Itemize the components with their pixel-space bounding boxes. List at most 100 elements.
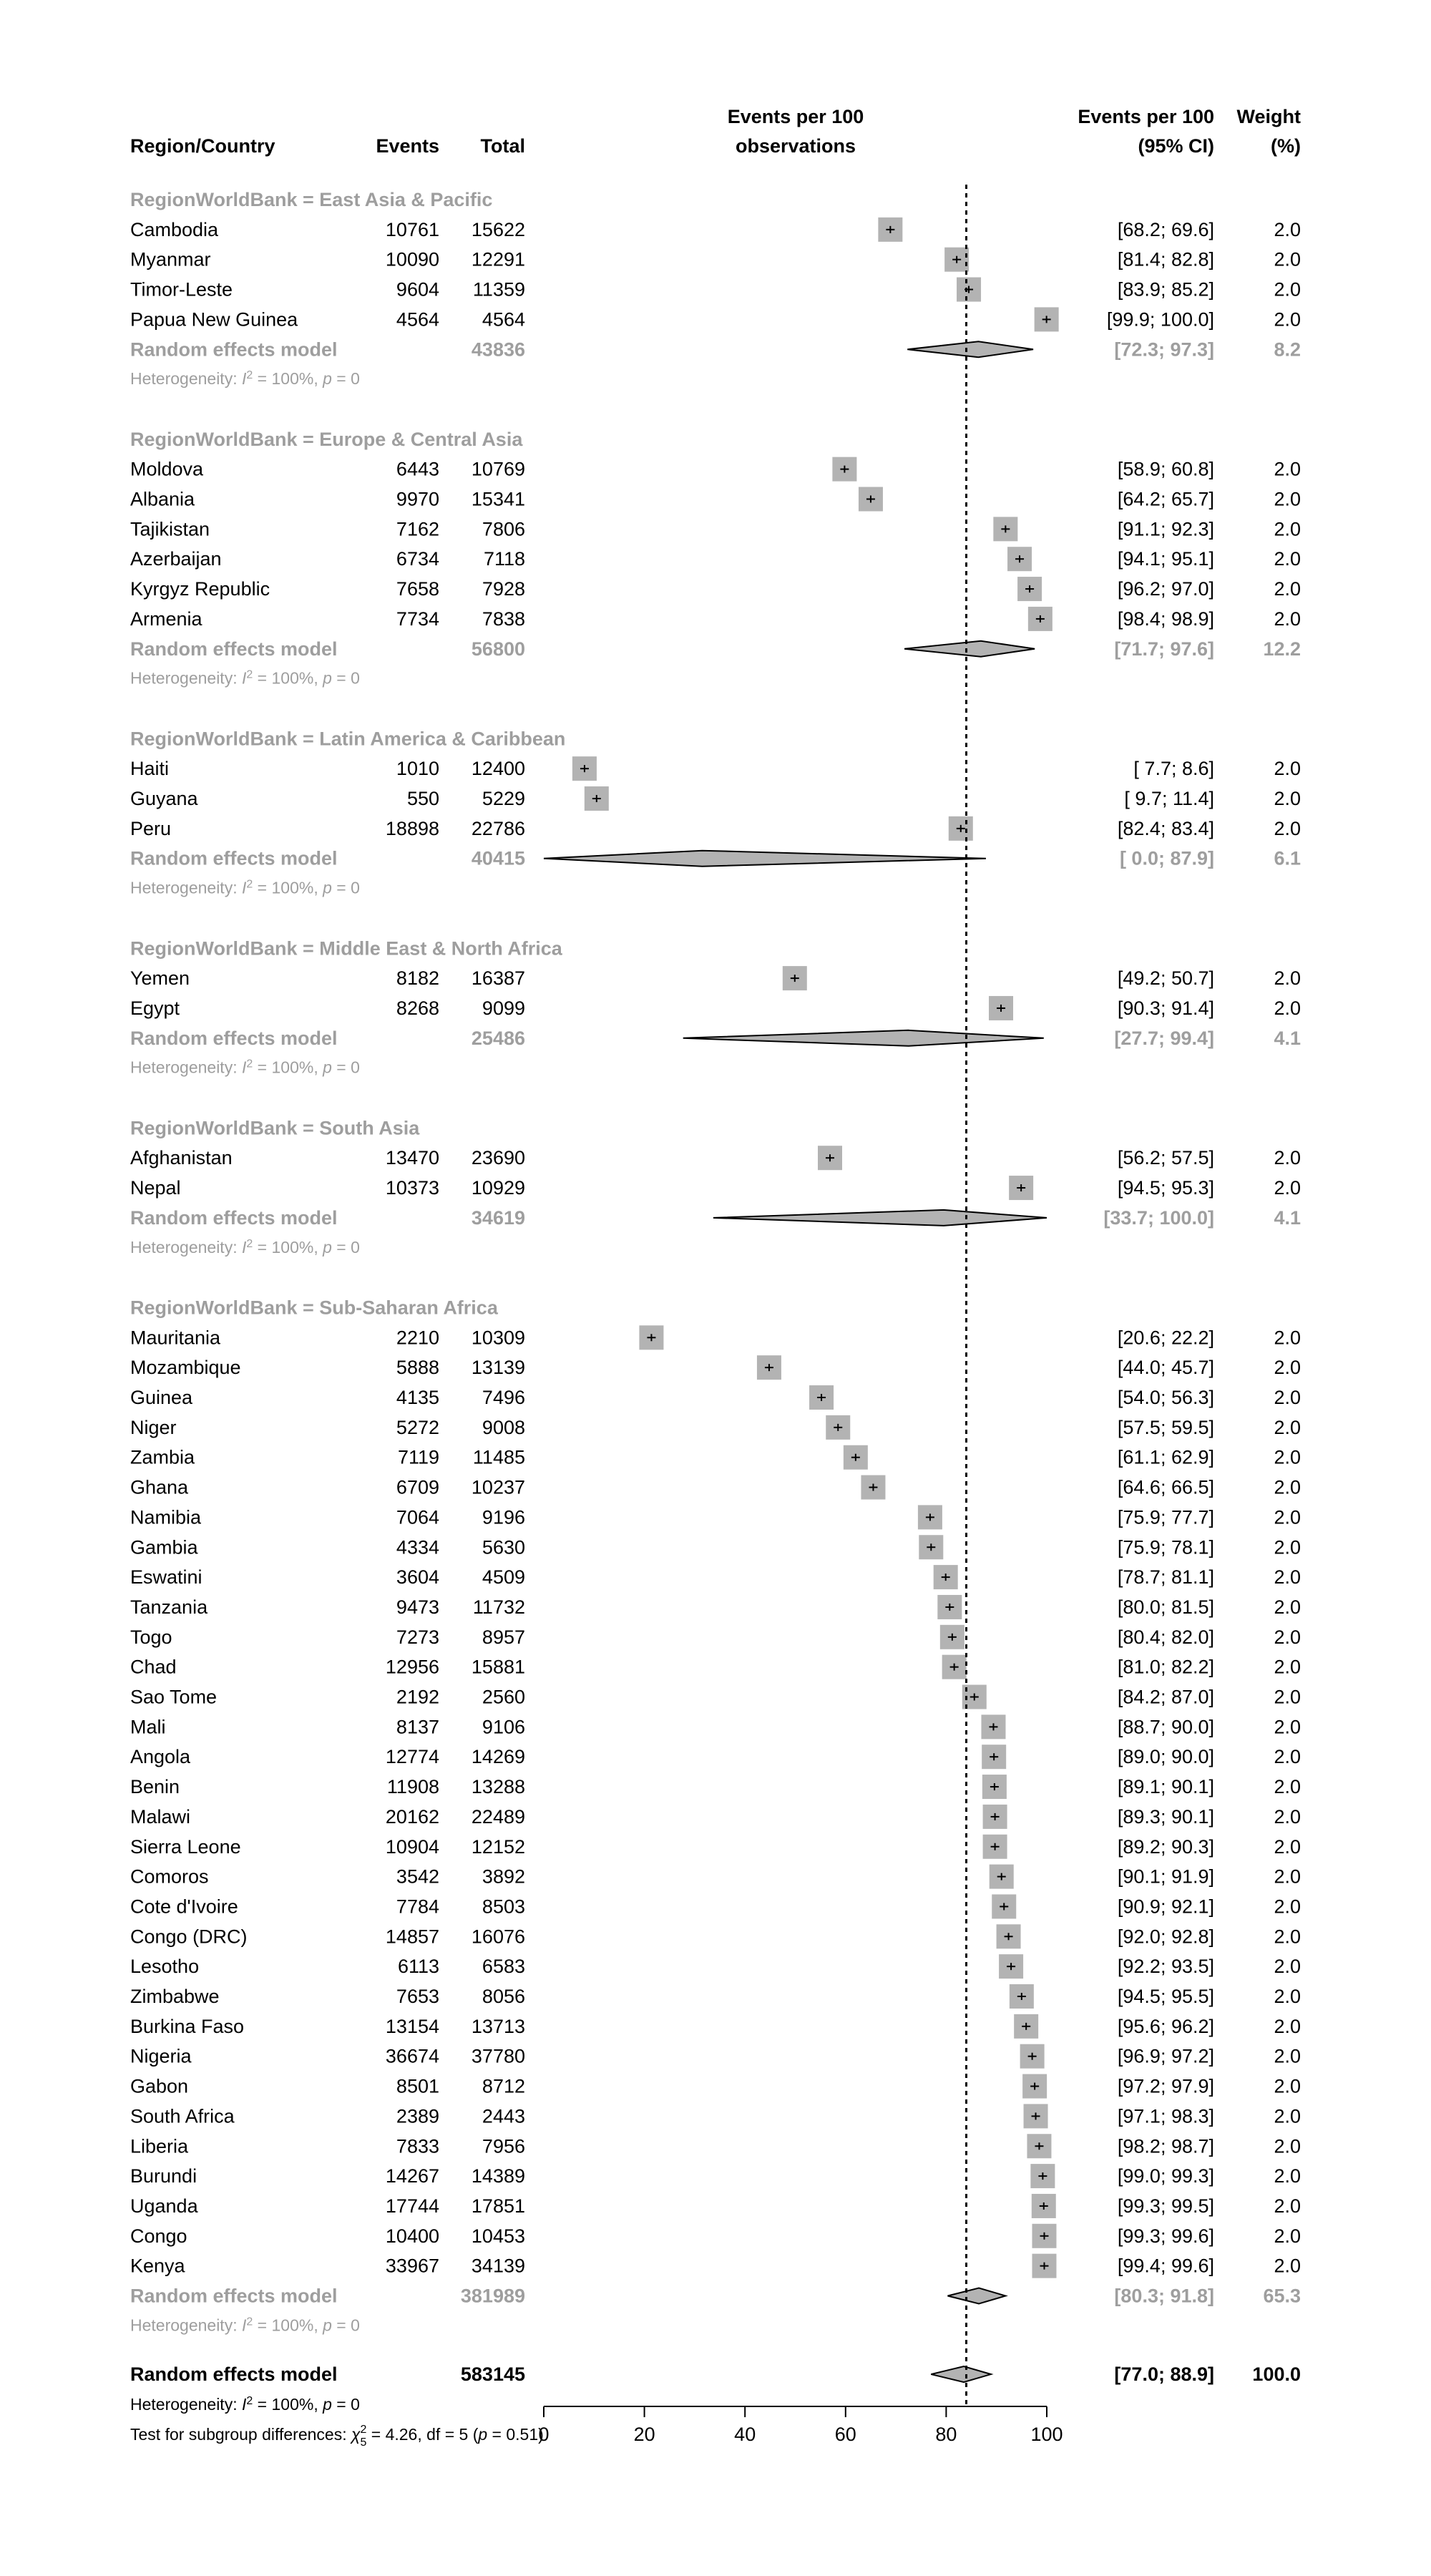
study-name: Tanzania [130,1596,208,1618]
study-weight: 2.0 [1274,1177,1301,1199]
subgroup-model-label: Random effects model [130,1207,338,1229]
study-events: 13154 [386,2016,439,2037]
study-events: 8137 [396,1716,439,1737]
study-ci: [92.0; 92.8] [1118,1926,1214,1947]
study-weight: 2.0 [1274,518,1301,540]
study-name: Mauritania [130,1327,221,1348]
subgroup-diamond [683,1029,1044,1047]
study-name: Mozambique [130,1357,241,1378]
subgroup-model-label: Random effects model [130,1028,338,1049]
study-events: 17744 [386,2195,439,2217]
study-ci: [97.2; 97.9] [1118,2076,1214,2097]
study-name: Gabon [130,2076,188,2097]
study-weight: 2.0 [1274,608,1301,630]
study-total: 9106 [482,1716,525,1737]
study-name: Benin [130,1776,180,1797]
study-weight: 2.0 [1274,459,1301,480]
study-name: Nigeria [130,2046,192,2067]
study-ci: [82.4; 83.4] [1118,818,1214,839]
study-ci: [81.0; 82.2] [1118,1657,1214,1678]
study-events: 7784 [396,1896,439,1917]
study-name: Lesotho [130,1956,199,1977]
study-total: 7118 [484,548,525,570]
text-span: Heterogeneity: [130,1238,242,1257]
study-weight: 2.0 [1274,1447,1301,1468]
text-span: = 0 [332,1058,360,1077]
subgroup-diamond [713,1209,1047,1226]
study-name: Nepal [130,1177,181,1199]
study-total: 13713 [472,2016,525,2037]
study-events: 7653 [396,1986,439,2007]
study-total: 8056 [482,1986,525,2007]
study-events: 7162 [396,518,439,540]
study-total: 8503 [482,1896,525,1917]
study-name: Sao Tome [130,1687,217,1708]
study-weight: 2.0 [1274,818,1301,839]
study-ci: [83.9; 85.2] [1118,279,1214,301]
study-total: 14389 [472,2165,525,2187]
overall-model-total: 583145 [461,2363,525,2385]
study-events: 3604 [396,1566,439,1588]
study-events: 7658 [396,578,439,600]
study-name: Mali [130,1716,166,1737]
study-total: 34139 [472,2255,525,2277]
text-span: Heterogeneity: [130,669,242,688]
study-ci: [57.5; 59.5] [1118,1417,1214,1438]
study-total: 14269 [472,1746,525,1767]
study-weight: 2.0 [1274,1926,1301,1947]
study-weight: 2.0 [1274,2225,1301,2247]
subgroup-model-ci: [33.7; 100.0] [1103,1207,1214,1229]
study-weight: 2.0 [1274,997,1301,1019]
study-name: Angola [130,1746,191,1767]
study-weight: 2.0 [1274,1506,1301,1528]
study-name: Malawi [130,1806,190,1828]
study-ci: [99.3; 99.5] [1118,2195,1214,2217]
study-total: 13139 [472,1357,525,1378]
study-weight: 2.0 [1274,2165,1301,2187]
subgroup-label: RegionWorldBank = Middle East & North Af… [130,937,563,959]
study-ci: [89.1; 90.1] [1118,1776,1214,1797]
study-weight: 2.0 [1274,219,1301,240]
study-weight: 2.0 [1274,1417,1301,1438]
study-ci: [89.2; 90.3] [1118,1836,1214,1858]
study-total: 9008 [482,1417,525,1438]
text-span: p [477,2425,487,2444]
text-span: 2 [246,1237,253,1249]
subgroup-model-total: 34619 [472,1207,525,1229]
study-weight: 2.0 [1274,758,1301,779]
study-weight: 2.0 [1274,1387,1301,1408]
study-weight: 2.0 [1274,1986,1301,2007]
text-span: 2 [246,1058,253,1070]
study-name: Niger [130,1417,177,1438]
subgroup-heterogeneity: Heterogeneity: I2 = 100%, p = 0 [130,1058,360,1077]
study-ci: [97.1; 98.3] [1118,2105,1214,2127]
subgroup-model-weight: 8.2 [1274,338,1301,360]
study-name: Burundi [130,2165,197,2187]
text-span: 2 [246,2395,253,2407]
study-name: Congo (DRC) [130,1926,248,1947]
study-total: 7806 [482,518,525,540]
study-weight: 2.0 [1274,1626,1301,1648]
study-events: 5888 [396,1357,439,1378]
study-events: 10090 [386,249,439,270]
subgroup-label: RegionWorldBank = Latin America & Caribb… [130,728,565,749]
study-events: 10761 [386,219,439,240]
subgroup-model-total: 25486 [472,1028,525,1049]
study-total: 4564 [482,308,525,330]
text-span: = 100%, [253,2316,323,2334]
study-ci: [81.4; 82.8] [1118,249,1214,270]
study-weight: 2.0 [1274,1657,1301,1678]
study-weight: 2.0 [1274,578,1301,600]
study-name: Gambia [130,1536,199,1558]
header-plot-line2: observations [736,135,856,157]
study-events: 2389 [396,2105,439,2127]
study-events: 13470 [386,1147,439,1169]
header-weight-line2: (%) [1271,135,1301,157]
study-name: Chad [130,1657,177,1678]
study-events: 33967 [386,2255,439,2277]
subgroup-model-ci: [71.7; 97.6] [1114,638,1214,660]
study-total: 15622 [472,219,525,240]
study-events: 4135 [396,1387,439,1408]
study-name: Togo [130,1626,172,1648]
text-span: I [242,369,247,388]
